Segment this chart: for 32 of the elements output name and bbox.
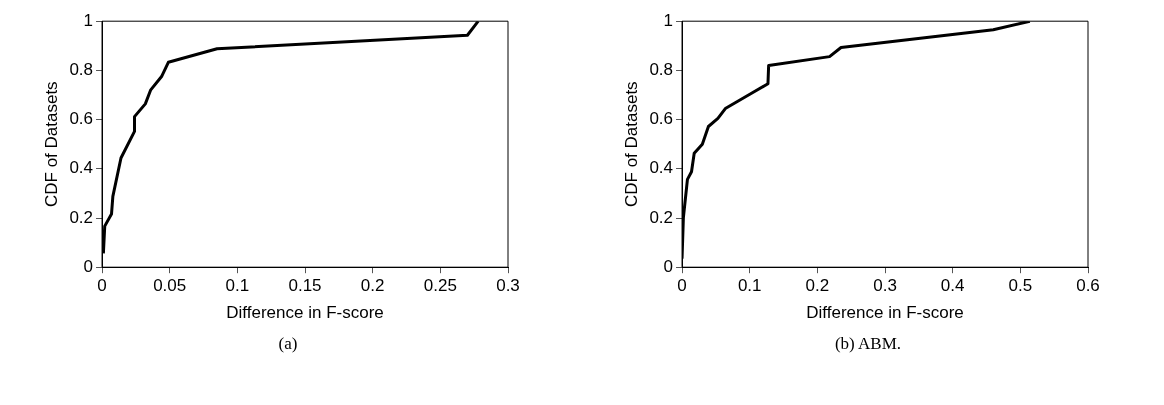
y-tick-label: 0.6: [649, 109, 674, 129]
y-tick-label: 1: [663, 10, 674, 30]
y-tick-label: 1: [83, 10, 94, 30]
x-tick-label: 0: [97, 276, 107, 296]
y-tick-label: 0.2: [649, 207, 674, 227]
x-tick-label: 0.1: [737, 276, 762, 296]
x-tick-label: 0.1: [225, 276, 250, 296]
x-tick-label: 0.15: [288, 276, 322, 296]
x-tick-label: 0.6: [1076, 276, 1100, 296]
y-axis-title: CDF of Datasets: [41, 81, 61, 208]
x-tick-label: 0.2: [360, 276, 385, 296]
x-tick-label: 0.05: [153, 276, 187, 296]
text: (b) ABM.: [833, 334, 903, 354]
y-tick-label: 0: [83, 256, 94, 276]
y-tick-label: 0.2: [69, 207, 94, 227]
x-tick-label: 0.4: [940, 276, 965, 296]
y-axis-title: CDF of Datasets: [621, 81, 641, 208]
x-axis-title: Difference in F-score: [226, 303, 384, 323]
y-tick-label: 0.4: [649, 158, 674, 178]
y-tick-label: 0.4: [69, 158, 94, 178]
x-tick-label: 0.3: [873, 276, 897, 296]
text: (a): [277, 334, 299, 354]
x-tick-label: 0: [677, 276, 687, 296]
y-tick-label: 0.6: [69, 109, 94, 129]
y-tick-label: 0.8: [69, 60, 94, 80]
x-tick-label: 0.2: [805, 276, 830, 296]
x-tick-label: 0.3: [496, 276, 520, 296]
x-tick-label: 0.25: [423, 276, 457, 296]
x-tick-label: 0.5: [1008, 276, 1033, 296]
x-axis-title: Difference in F-score: [806, 303, 964, 323]
y-tick-label: 0.8: [649, 60, 674, 80]
y-tick-label: 0: [663, 256, 674, 276]
